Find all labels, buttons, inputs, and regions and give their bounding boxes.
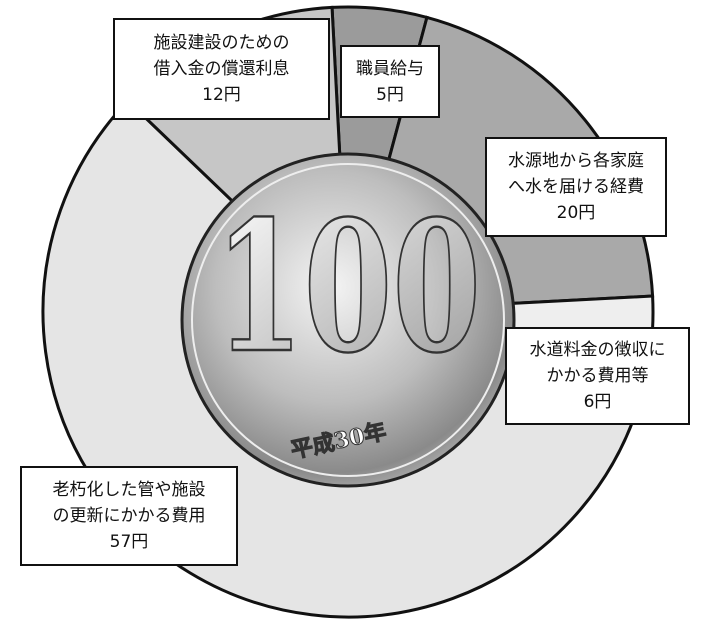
category-label: 水道料金の徴収に かかる費用等 <box>529 340 666 386</box>
slice-label: 老朽化した管や施設 の更新にかかる費用 57円 <box>20 466 238 566</box>
slice-label: 水源地から各家庭 へ水を届ける経費 20円 <box>485 137 667 237</box>
value-label: 12円 <box>202 85 241 105</box>
value-label: 6円 <box>583 392 612 412</box>
slice-label: 施設建設のための 借入金の償還利息 12円 <box>113 18 330 120</box>
value-label: 5円 <box>376 84 404 105</box>
slice-label: 水道料金の徴収に かかる費用等 6円 <box>505 327 690 425</box>
category-label: 水源地から各家庭 へ水を届ける経費 <box>508 151 644 197</box>
value-label: 20円 <box>556 203 596 223</box>
value-label: 57円 <box>109 532 149 552</box>
category-label: 職員給与 <box>356 58 424 79</box>
coin <box>180 152 516 488</box>
center-label: 100 <box>215 182 481 393</box>
category-label: 施設建設のための 借入金の償還利息 <box>153 33 290 79</box>
coin-rim <box>191 163 505 477</box>
category-label: 老朽化した管や施設 の更新にかかる費用 <box>52 480 206 526</box>
slice-label: 職員給与 5円 <box>340 45 440 118</box>
